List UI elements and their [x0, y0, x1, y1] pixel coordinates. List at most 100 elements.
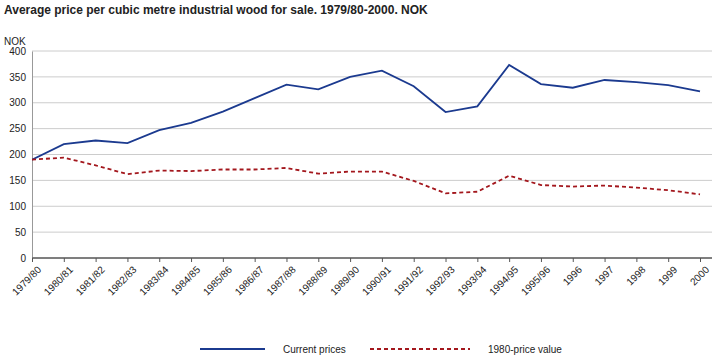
- x-tick: 1995/96: [519, 258, 553, 297]
- x-tick-label: 1993/94: [455, 264, 489, 298]
- x-tick-mark: [286, 258, 287, 262]
- x-tick-label: 1996: [561, 264, 585, 288]
- y-axis-line: [32, 52, 33, 259]
- y-tick: 0: [20, 253, 32, 264]
- title: Average price per cubic metre industrial…: [4, 3, 428, 17]
- x-tick-mark: [32, 258, 33, 262]
- x-tick-mark: [159, 258, 160, 262]
- x-tick-label: 1986/87: [233, 264, 267, 298]
- x-tick-label: 1985/86: [201, 264, 235, 298]
- y-tick: 250: [9, 123, 32, 134]
- x-tick-mark: [318, 258, 319, 262]
- x-tick-label: 1988/89: [296, 264, 330, 298]
- x-tick-label: 1999: [656, 264, 680, 288]
- y-tick-label: 50: [15, 227, 27, 238]
- grid-line: [32, 232, 712, 233]
- x-tick-mark: [191, 258, 192, 262]
- y-tick-label: 150: [9, 175, 26, 186]
- x-tick-mark: [541, 258, 542, 262]
- x-tick-mark: [668, 258, 669, 262]
- y-axis: 0 50 100 150 200 250 300 350 400: [9, 46, 32, 264]
- x-tick-label: 1997: [592, 264, 616, 288]
- x-tick-label: 1984/85: [169, 264, 203, 298]
- x-tick-label: 1979/80: [10, 264, 44, 298]
- x-tick: 1983/84: [137, 258, 171, 297]
- x-tick-label: 1992/93: [423, 264, 457, 298]
- y-tick-label: 200: [9, 149, 26, 160]
- x-tick: 1989/90: [328, 258, 362, 297]
- x-tick-mark: [382, 258, 383, 262]
- x-axis: 1979/801980/811981/821982/831983/841984/…: [10, 258, 712, 297]
- x-tick: 1992/93: [423, 258, 457, 297]
- series-line: [32, 65, 700, 160]
- x-tick: 1987/88: [264, 258, 298, 297]
- x-tick-mark: [636, 258, 637, 262]
- y-tick: 50: [15, 227, 32, 238]
- legend-label: Current prices: [283, 344, 346, 355]
- legend-swatch: [200, 348, 265, 350]
- x-tick-mark: [350, 258, 351, 262]
- y-tick-label: 400: [9, 46, 26, 57]
- grid-line: [32, 154, 712, 155]
- chart: Average price per cubic metre industrial…: [0, 0, 725, 363]
- x-tick-mark: [509, 258, 510, 262]
- x-tick-mark: [64, 258, 65, 262]
- x-axis-line: [32, 258, 712, 259]
- x-tick-mark: [127, 258, 128, 262]
- x-tick: 1979/80: [10, 258, 44, 297]
- lines: [32, 65, 700, 194]
- grid-line: [32, 51, 712, 52]
- grid: [32, 51, 712, 258]
- x-tick-mark: [446, 258, 447, 262]
- x-tick: 1991/92: [392, 258, 426, 297]
- x-tick-mark: [223, 258, 224, 262]
- x-tick-label: 1987/88: [264, 264, 298, 298]
- x-tick: 1985/86: [201, 258, 235, 297]
- y-tick-label: 0: [20, 253, 26, 264]
- grid-line: [32, 206, 712, 207]
- y-tick-label: 100: [9, 201, 26, 212]
- y-tick-label: 300: [9, 97, 26, 108]
- x-tick-label: 1982/83: [105, 264, 139, 298]
- x-tick-label: 1991/92: [392, 264, 426, 298]
- x-tick-mark: [573, 258, 574, 262]
- x-tick: 1981/82: [74, 258, 108, 297]
- x-tick: 1984/85: [169, 258, 203, 297]
- x-tick: 1997: [592, 258, 616, 288]
- y-tick: 300: [9, 97, 32, 108]
- x-tick-label: 1983/84: [137, 264, 171, 298]
- grid-line: [32, 258, 712, 259]
- x-tick-label: 1990/91: [360, 264, 394, 298]
- x-tick-label: 1998: [624, 264, 648, 288]
- x-tick-mark: [414, 258, 415, 262]
- legend-label: 1980-price value: [488, 344, 562, 355]
- x-tick-label: 1989/90: [328, 264, 362, 298]
- x-tick: 1990/91: [360, 258, 394, 297]
- y-tick: 100: [9, 201, 32, 212]
- x-tick-mark: [255, 258, 256, 262]
- x-tick: 1988/89: [296, 258, 330, 297]
- grid-line: [32, 180, 712, 181]
- y-tick: 150: [9, 175, 32, 186]
- legend-swatch: [370, 348, 470, 350]
- x-tick-label: 1980/81: [42, 264, 76, 298]
- x-tick: 1980/81: [42, 258, 76, 297]
- x-tick: 1986/87: [233, 258, 267, 297]
- x-tick: 1996: [561, 258, 585, 288]
- y-tick-label: 350: [9, 72, 26, 83]
- x-tick-label: 1981/82: [74, 264, 108, 298]
- x-tick: 1993/94: [455, 258, 489, 297]
- y-tick: 400: [9, 46, 32, 57]
- x-tick: 1998: [624, 258, 648, 288]
- series-line: [32, 158, 700, 195]
- x-tick-mark: [96, 258, 97, 262]
- legend: Current prices 1980-price value: [200, 344, 562, 355]
- y-tick-label: 250: [9, 123, 26, 134]
- y-tick: 350: [9, 72, 32, 83]
- x-tick: 1994/95: [487, 258, 521, 297]
- x-tick-label: 1994/95: [487, 264, 521, 298]
- x-tick: 2000: [688, 258, 712, 288]
- grid-line: [32, 76, 712, 77]
- x-tick-mark: [605, 258, 606, 262]
- x-tick: 1982/83: [105, 258, 139, 297]
